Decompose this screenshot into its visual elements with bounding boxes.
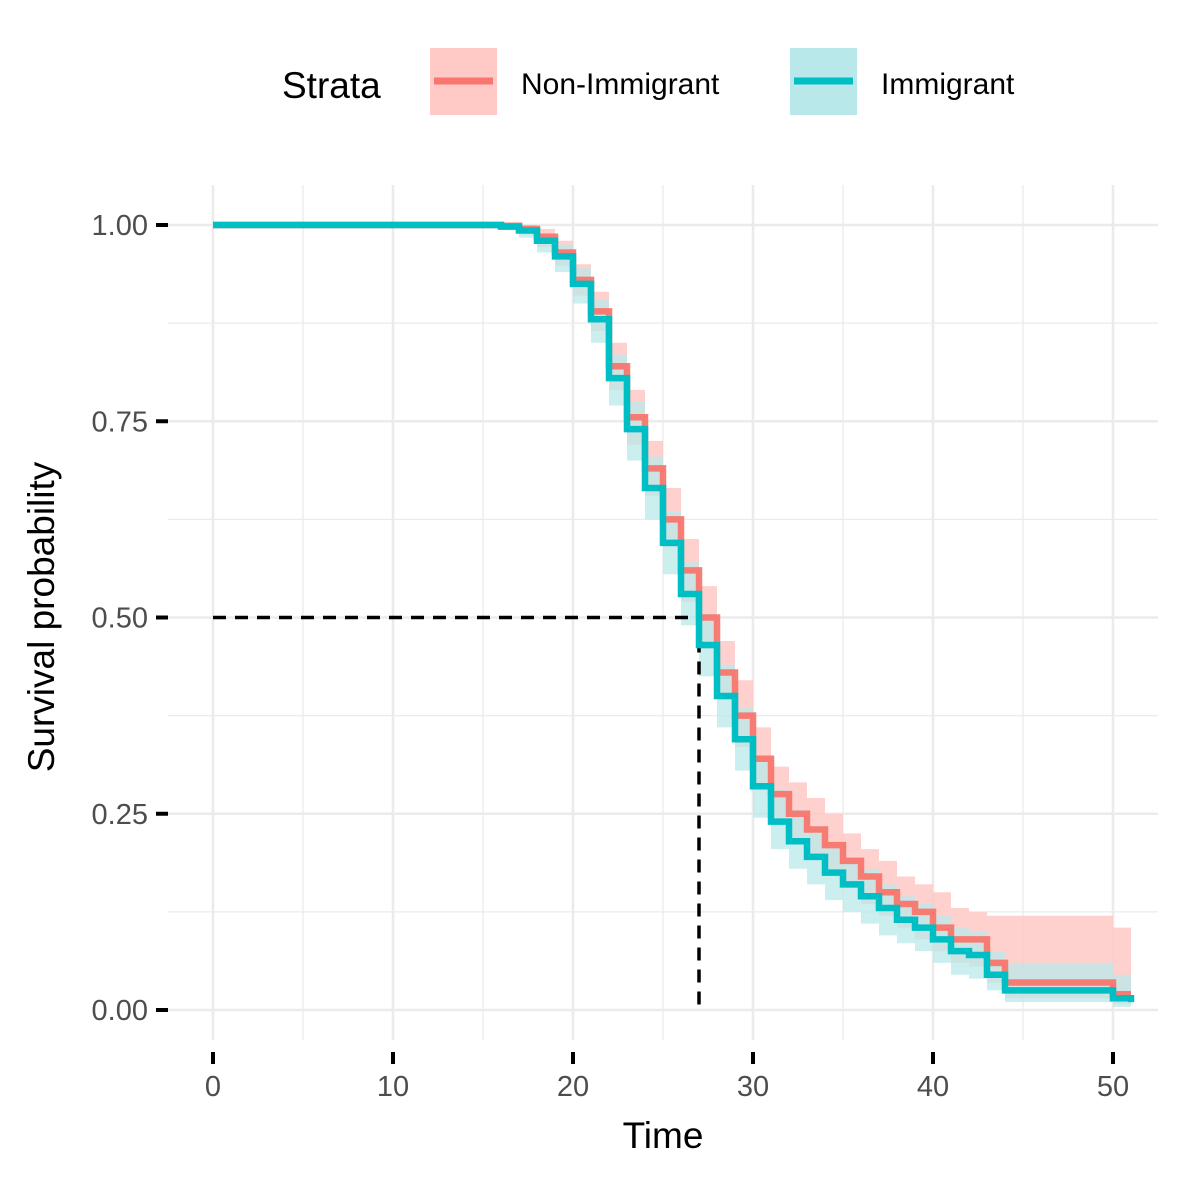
y-tick-label: 0.75 [92,406,148,438]
legend-label-non-immigrant: Non-Immigrant [521,68,720,101]
x-tick-label: 30 [737,1071,769,1103]
survival-curve-non-immigrant [213,221,1131,998]
y-tick-label: 0.25 [92,799,148,831]
x-axis-title: Time [623,1115,704,1156]
y-tick-label: 0.50 [92,603,148,635]
legend-label-immigrant: Immigrant [881,68,1015,101]
x-tick-label: 20 [557,1071,589,1103]
confidence-band-non-immigrant [213,225,1131,1004]
x-tick-label: 50 [1097,1071,1129,1103]
confidence-bands [213,225,1131,1009]
survival-curve-immigrant [213,221,1135,1003]
x-tick-label: 0 [205,1071,221,1103]
axes: 0.00 0.25 0.50 0.75 1.00 0 10 20 30 40 50 [92,210,1130,1103]
legend-item-immigrant: Immigrant [790,48,1015,115]
x-tick-label: 10 [377,1071,409,1103]
survival-curves [213,221,1135,1003]
legend-title: Strata [282,65,381,106]
legend: Strata Non-Immigrant Immigrant [282,48,1015,115]
y-tick-label: 1.00 [92,210,148,242]
y-tick-label: 0.00 [92,995,148,1027]
legend-item-non-immigrant: Non-Immigrant [430,48,720,115]
grid [168,185,1158,1040]
y-axis-title: Survival probability [21,461,62,772]
median-survival-lines [213,615,701,1010]
x-tick-label: 40 [917,1071,949,1103]
